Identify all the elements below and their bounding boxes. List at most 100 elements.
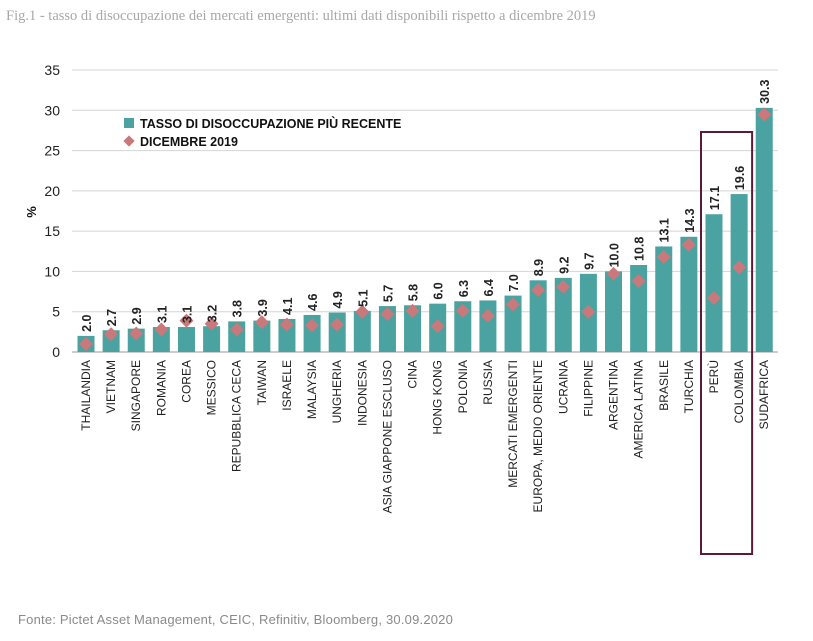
value-label: 5.7 xyxy=(381,285,395,302)
category-label: MALAYSIA xyxy=(305,360,319,419)
chart-title: Fig.1 - tasso di disoccupazione dei merc… xyxy=(6,8,596,24)
dec2019-marker xyxy=(556,279,571,294)
category-label: UNGHERIA xyxy=(330,360,344,423)
value-label: 5.1 xyxy=(356,289,370,306)
category-label: INDONESIA xyxy=(355,360,369,426)
dec2019-marker xyxy=(631,274,646,289)
dec2019-marker xyxy=(279,317,294,332)
category-label: RUSSIA xyxy=(481,360,495,405)
value-label: 6.4 xyxy=(482,279,496,296)
dec2019-marker xyxy=(531,282,546,297)
legend-label-latest: TASSO DI DISOCCUPAZIONE PIÙ RECENTE xyxy=(140,116,401,131)
category-label: ASIA GIAPPONE ESCLUSO xyxy=(380,360,394,513)
dec2019-marker xyxy=(355,304,370,319)
category-label: THAILANDIA xyxy=(79,360,93,431)
bar xyxy=(177,327,195,352)
value-label: 17.1 xyxy=(708,186,722,210)
dec2019-marker xyxy=(204,316,219,331)
category-label: SINGAPORE xyxy=(129,360,143,431)
category-label: MERCATI EMERGENTI xyxy=(506,360,520,488)
category-label: POLONIA xyxy=(456,360,470,413)
dec2019-marker xyxy=(656,249,671,264)
legend-label-dec2019: DICEMBRE 2019 xyxy=(140,135,238,149)
category-label: CINA xyxy=(406,360,420,389)
y-tick-label: 15 xyxy=(44,223,60,239)
bar xyxy=(378,306,396,352)
dec2019-marker xyxy=(732,260,747,275)
dec2019-marker xyxy=(707,291,721,306)
dec2019-marker xyxy=(506,297,521,312)
value-label: 9.7 xyxy=(582,252,596,269)
legend: TASSO DI DISOCCUPAZIONE PIÙ RECENTE DICE… xyxy=(123,116,401,149)
bar xyxy=(253,320,271,352)
dec2019-marker xyxy=(380,307,395,322)
bar xyxy=(504,295,522,352)
dec2019-marker xyxy=(79,336,93,351)
value-label: 9.2 xyxy=(557,256,571,273)
category-label: UCRAINA xyxy=(556,360,570,414)
category-label: ARGENTINA xyxy=(607,360,621,430)
value-label: 2.0 xyxy=(80,314,94,331)
value-label: 10.0 xyxy=(608,243,622,267)
dec2019-marker xyxy=(430,319,445,334)
category-label: REPUBBLICA CECA xyxy=(230,360,244,472)
value-label: 13.1 xyxy=(658,218,672,242)
y-tick-label: 25 xyxy=(44,143,60,159)
category-label: HONG KONG xyxy=(431,360,445,435)
value-label: 2.7 xyxy=(105,309,119,326)
dec2019-marker xyxy=(305,318,320,333)
dec2019-marker xyxy=(104,327,119,342)
category-label: COREA xyxy=(179,360,193,403)
category-label: BRASILE xyxy=(657,360,671,411)
legend-swatch-bar xyxy=(124,118,134,128)
bar xyxy=(705,214,723,352)
value-label: 3.8 xyxy=(231,300,245,317)
category-label: FILIPPINE xyxy=(581,360,595,417)
bar xyxy=(680,236,698,352)
value-label: 14.3 xyxy=(683,208,697,232)
category-label: AMERICA LATINA xyxy=(632,360,646,458)
y-tick-label: 10 xyxy=(44,263,60,279)
value-label: 6.0 xyxy=(432,282,446,299)
value-label: 3.1 xyxy=(155,306,169,323)
value-label: 4.1 xyxy=(281,298,295,315)
y-tick-label: 35 xyxy=(44,62,60,78)
value-label: 5.8 xyxy=(407,284,421,301)
value-label: 19.6 xyxy=(733,166,747,190)
dec2019-marker xyxy=(405,303,420,318)
bar xyxy=(605,271,623,352)
value-label: 3.2 xyxy=(206,305,220,322)
legend-swatch-marker xyxy=(123,135,135,147)
category-label: TAIWAN xyxy=(255,360,269,405)
dec2019-marker xyxy=(581,304,596,319)
bar xyxy=(630,264,648,352)
category-label: ROMANIA xyxy=(154,360,168,416)
value-label: 7.0 xyxy=(507,274,521,291)
dec2019-marker xyxy=(129,326,144,341)
value-label: 30.3 xyxy=(758,79,772,103)
category-label: ISRAELE xyxy=(280,360,294,411)
value-label: 3.1 xyxy=(180,306,194,323)
y-axis-label: % xyxy=(24,206,39,218)
dec2019-marker xyxy=(606,266,621,281)
value-label: 8.9 xyxy=(532,259,546,276)
y-tick-label: 30 xyxy=(44,102,60,118)
value-label: 3.9 xyxy=(256,299,270,316)
dec2019-marker xyxy=(254,315,269,330)
value-label: 4.9 xyxy=(331,291,345,308)
value-label: 4.6 xyxy=(306,294,320,311)
dec2019-marker xyxy=(480,308,495,323)
y-tick-label: 0 xyxy=(52,344,60,360)
dec2019-marker xyxy=(179,313,194,328)
category-label: EUROPA, MEDIO ORIENTE xyxy=(531,360,545,512)
category-label: MESSICO xyxy=(205,360,219,415)
dec2019-marker xyxy=(455,303,470,318)
dec2019-marker xyxy=(330,317,345,332)
bar xyxy=(554,277,572,352)
y-tick-label: 5 xyxy=(52,304,60,320)
category-label: COLOMBIA xyxy=(732,360,746,423)
bar xyxy=(479,300,497,352)
value-label: 6.3 xyxy=(457,280,471,297)
value-label: 2.9 xyxy=(130,307,144,324)
